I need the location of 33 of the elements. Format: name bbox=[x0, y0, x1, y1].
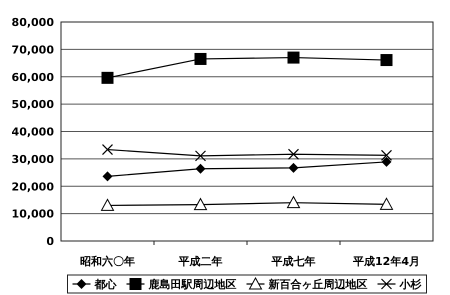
x-tick-label: 平成12年4月 bbox=[352, 255, 420, 268]
y-tick-label: 80,000 bbox=[12, 16, 54, 29]
legend-label: 小杉 bbox=[398, 278, 422, 291]
point bbox=[288, 52, 300, 64]
point bbox=[288, 162, 298, 173]
y-tick-label: 20,000 bbox=[12, 180, 54, 194]
point bbox=[382, 156, 392, 167]
point bbox=[288, 148, 300, 160]
point bbox=[101, 198, 114, 211]
x-tick-label: 平成二年 bbox=[178, 255, 222, 268]
point bbox=[102, 171, 112, 182]
legend-label: 都心 bbox=[94, 278, 118, 291]
y-tick-label: 40,000 bbox=[12, 126, 54, 138]
point bbox=[102, 72, 114, 84]
point bbox=[102, 144, 114, 156]
legend-label: 鹿島田駅周辺地区 bbox=[148, 278, 236, 291]
point bbox=[194, 52, 206, 65]
x-tick-label: 平成七年 bbox=[270, 255, 316, 268]
y-tick-label: 30,000 bbox=[12, 152, 54, 166]
y-tick-label: 10,000 bbox=[12, 208, 54, 221]
y-tick-label: 50,000 bbox=[12, 98, 54, 112]
legend-label: 新百合ヶ丘周辺地区 bbox=[268, 278, 368, 291]
point bbox=[380, 198, 393, 210]
y-tick-label: 70,000 bbox=[12, 43, 54, 56]
point bbox=[194, 150, 206, 162]
point bbox=[380, 150, 392, 161]
y-tick-label: 0 bbox=[46, 235, 54, 248]
point bbox=[380, 54, 392, 66]
point bbox=[196, 164, 206, 174]
x-tick-label: 昭和六〇年 bbox=[80, 255, 135, 268]
point bbox=[287, 196, 300, 208]
point bbox=[194, 198, 207, 210]
y-tick-label: 60,000 bbox=[12, 70, 54, 84]
